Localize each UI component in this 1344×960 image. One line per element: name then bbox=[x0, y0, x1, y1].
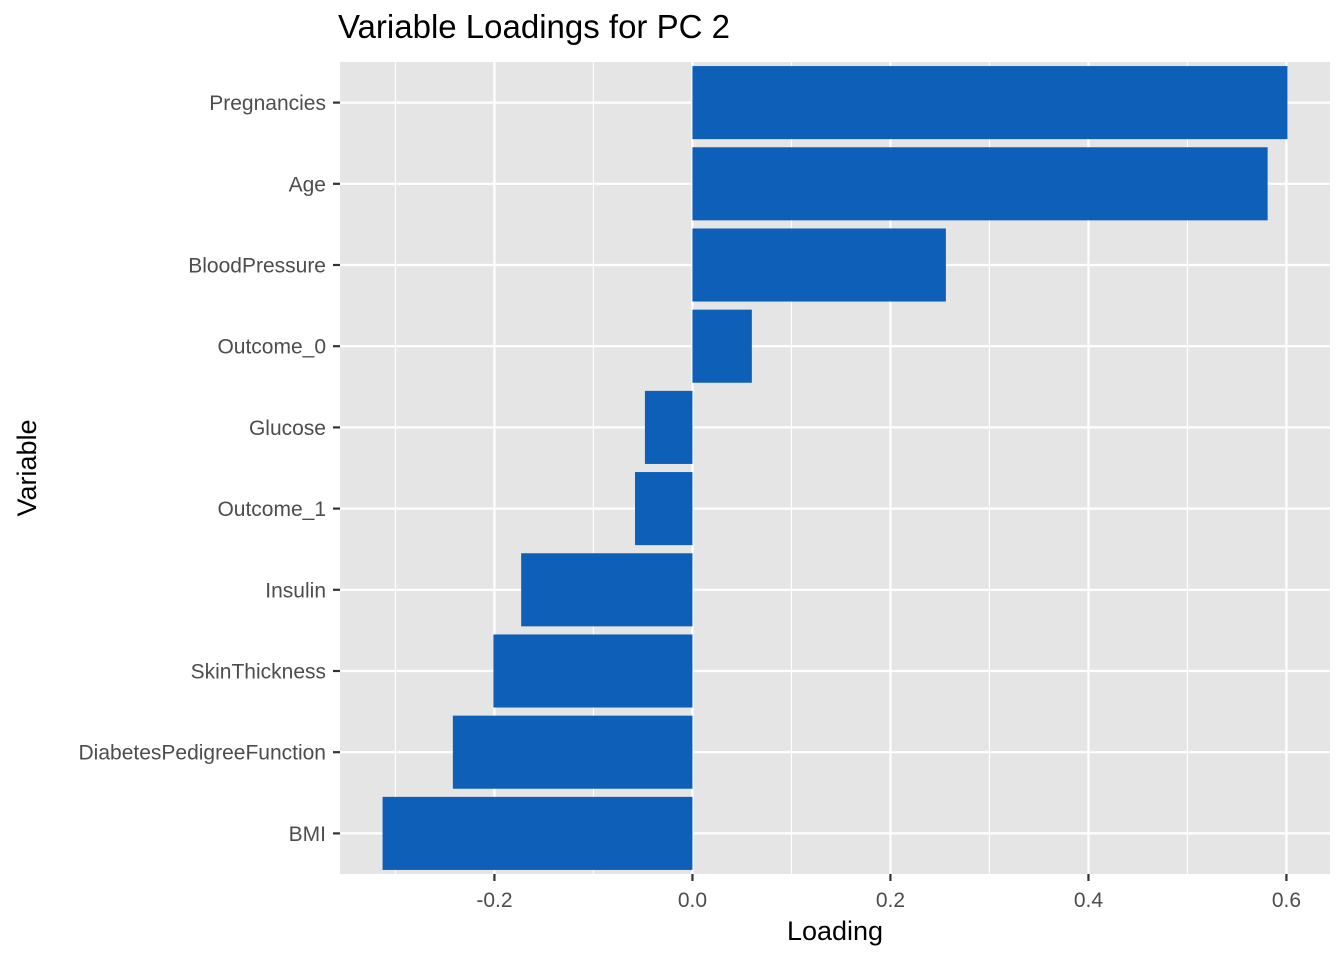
bar-bloodpressure bbox=[692, 228, 946, 302]
y-tick-label: BloodPressure bbox=[188, 255, 326, 278]
x-axis-title: Loading bbox=[787, 916, 883, 946]
y-tick-label: DiabetesPedigreeFunction bbox=[79, 742, 327, 765]
chart-title: Variable Loadings for PC 2 bbox=[338, 8, 730, 45]
x-tick-label: 0.4 bbox=[1074, 889, 1104, 912]
y-tick-label: Pregnancies bbox=[209, 92, 326, 115]
bar-bmi bbox=[382, 796, 693, 870]
bar-outcome-0 bbox=[692, 309, 752, 383]
bar-age bbox=[692, 147, 1268, 221]
y-tick-label: Insulin bbox=[265, 579, 326, 602]
y-tick-label: Age bbox=[289, 173, 326, 196]
x-tick-label: 0.2 bbox=[876, 889, 905, 912]
bar-skinthickness bbox=[493, 634, 693, 708]
x-tick-label: -0.2 bbox=[476, 889, 512, 912]
y-tick-label: SkinThickness bbox=[191, 661, 326, 684]
y-tick-label: Outcome_0 bbox=[217, 336, 326, 359]
bar-insulin bbox=[521, 553, 693, 627]
axis-ticks bbox=[333, 101, 1288, 881]
x-tick-label: 0.0 bbox=[678, 889, 707, 912]
bar-pregnancies bbox=[692, 66, 1288, 140]
y-tick-label: BMI bbox=[289, 823, 326, 846]
x-tick-label: 0.6 bbox=[1272, 889, 1301, 912]
tick-labels: -0.2 0.0 0.2 0.4 0.6 Pregnancies Age BloodPress… bbox=[79, 92, 1302, 912]
bar-outcome-1 bbox=[635, 472, 693, 546]
bar-glucose bbox=[644, 390, 693, 464]
y-axis-title: Variable bbox=[12, 419, 42, 516]
bar-diabetespedigreefunction bbox=[452, 715, 693, 789]
bars bbox=[382, 66, 1288, 870]
y-tick-label: Outcome_1 bbox=[217, 498, 326, 521]
y-tick-label: Glucose bbox=[249, 417, 326, 440]
